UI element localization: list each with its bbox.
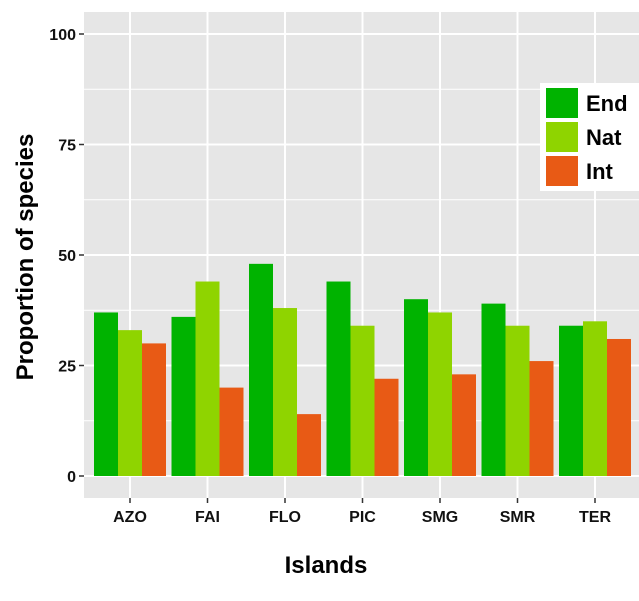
bar-nat-flo [273,308,297,476]
x-tick-label: SMG [422,509,458,526]
legend-swatch-end [546,88,578,118]
y-tick-label: 100 [49,27,76,44]
x-tick-label: SMR [500,509,536,526]
bar-nat-pic [350,325,375,476]
bar-int-flo [297,414,321,476]
bar-int-pic [374,378,399,476]
y-tick-label: 50 [58,248,76,265]
x-tick-label: PIC [349,509,376,526]
bar-end-smr [481,303,506,476]
bar-end-azo [94,312,118,476]
bar-nat-azo [118,330,142,476]
bar-end-pic [326,281,351,476]
bar-nat-smr [505,325,530,476]
legend-swatch-nat [546,122,578,152]
bar-nat-ter [583,321,607,476]
legend-swatch-int [546,156,578,186]
bar-end-fai [171,316,196,476]
bar-end-flo [249,263,273,476]
x-axis-title: Islands [285,552,368,579]
y-tick-label: 75 [58,138,76,155]
bar-nat-smg [428,312,452,476]
bar-int-smr [529,361,554,476]
bar-nat-fai [195,281,220,476]
x-tick-label: FLO [269,509,301,526]
legend-label-end: End [586,91,628,116]
bar-int-ter [607,338,631,476]
y-tick-label: 25 [58,359,76,376]
y-axis-title: Proportion of species [12,134,39,381]
bar-int-azo [142,343,166,476]
bar-int-fai [219,387,244,476]
x-tick-label: AZO [113,509,147,526]
bar-end-smg [404,299,428,476]
x-tick-label: TER [579,509,611,526]
legend-label-int: Int [586,159,614,184]
bar-int-smg [452,374,476,476]
axes: 0 25 50 75 100 AZO FAI FLO PIC SMG SMR TER [49,27,611,526]
y-tick-label: 0 [67,469,76,486]
x-tick-label: FAI [195,509,220,526]
bars [94,263,631,476]
bar-end-ter [559,325,583,476]
legend: End Nat Int [540,83,639,191]
legend-label-nat: Nat [586,125,622,150]
